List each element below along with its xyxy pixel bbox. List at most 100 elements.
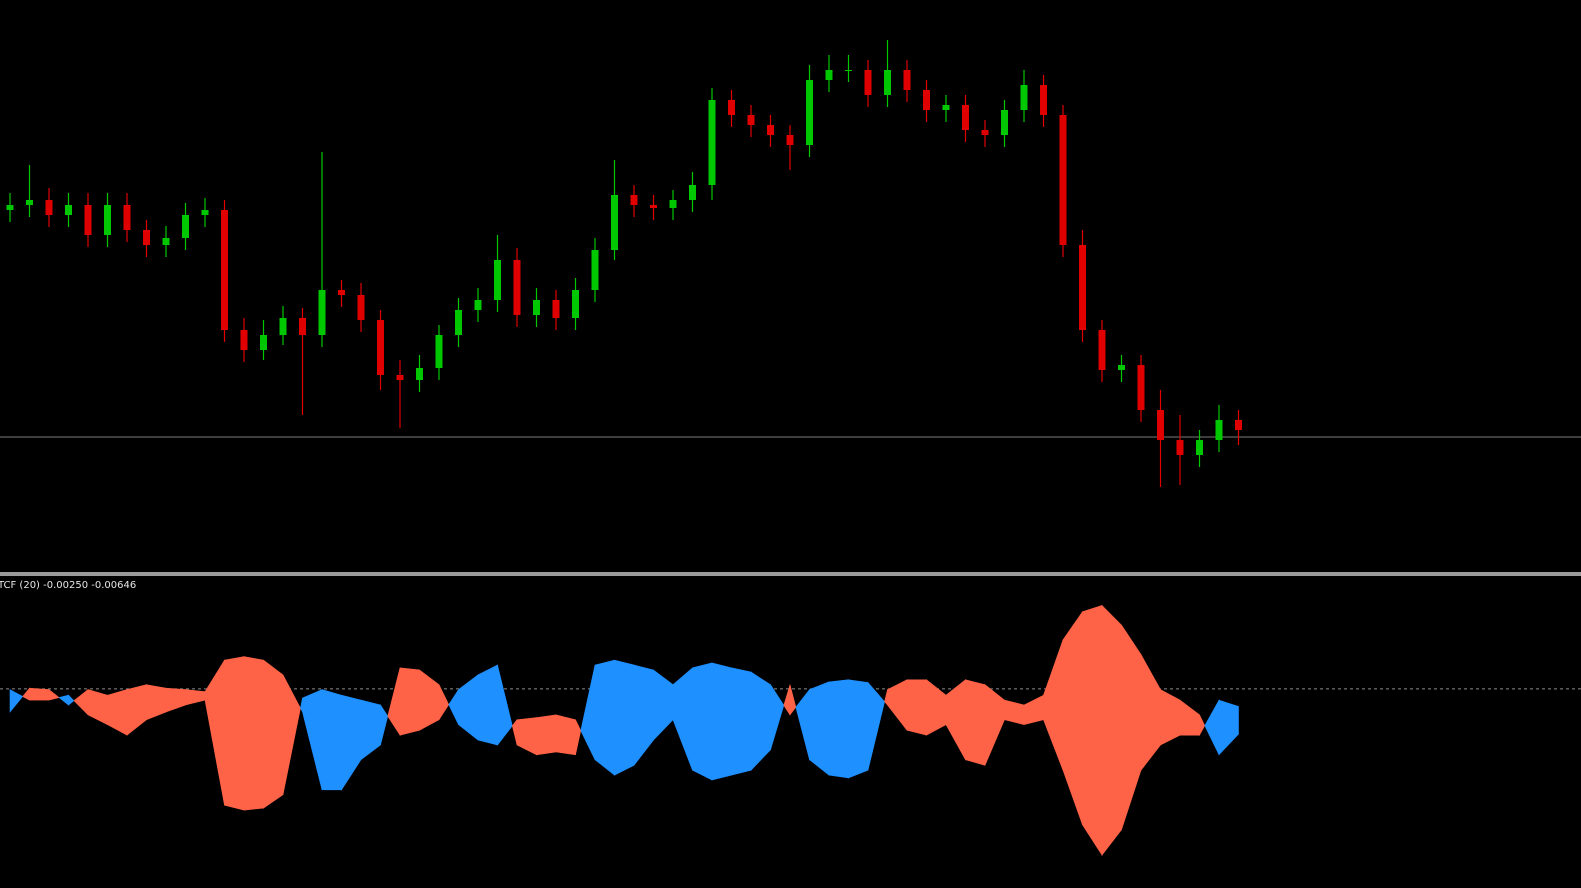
candle-body [143,230,150,245]
band-segment [243,656,264,811]
candle-body [182,215,189,238]
candle-body [26,200,33,205]
candle-body [377,320,384,375]
candle-body [1098,330,1106,370]
band-segment [906,679,927,736]
band-segment [380,703,389,746]
candle-body [845,70,852,71]
candle-body [903,70,911,90]
band-segment [770,683,785,750]
candle-body [104,205,111,235]
candle-body [1235,420,1242,430]
candle-body [669,200,677,208]
candle-body [1059,115,1067,245]
band-segment [536,714,557,756]
candle-body [650,205,657,208]
band-segment [594,659,615,776]
band-segment [321,689,342,791]
band-segment [692,662,713,781]
candle-body [1040,85,1047,115]
candle-body [747,115,755,125]
candle-body [338,290,345,295]
candle-body [240,330,248,350]
band-segment [399,667,420,736]
candle-body [65,205,72,215]
band-segment [477,664,498,746]
band-segment [1082,605,1103,857]
candle-body [533,300,540,315]
candle-body [591,250,599,290]
candle-body [884,70,891,95]
band-segment [68,694,75,706]
candle-body [962,105,969,130]
band-segment [497,664,513,746]
candle-body [435,335,443,368]
candle-body [1157,410,1164,440]
band-segment [282,674,301,795]
candle-body [279,318,287,335]
band-segment [614,659,635,776]
candle-body [552,300,560,318]
band-segment [848,679,869,779]
candle-body [572,290,579,318]
band-segment [809,681,830,776]
candle-body [611,195,618,250]
candle-body [1176,440,1184,455]
candle-body [806,80,813,145]
candle-body [708,100,716,185]
band-segment [731,667,752,776]
candle-body [318,290,326,335]
candle-body [396,375,404,380]
candle-body [45,200,53,215]
candle-body [260,335,267,350]
candle-body [6,205,14,210]
candle-body [630,195,638,205]
band-segment [1199,714,1206,737]
candle-body [494,260,501,300]
candle-body [689,185,696,200]
candle-body [786,135,794,145]
candle-body [84,205,92,235]
band-segment [965,679,986,766]
pane-separator [0,572,1581,576]
candle-body [767,125,774,135]
band-segment [224,656,245,811]
candle-body [416,368,423,380]
band-segment [29,687,50,701]
candle-body [162,238,170,245]
candle-body [1118,365,1125,370]
band-segment [867,681,885,771]
candle-body [864,70,872,95]
candle-body [123,205,131,230]
band-segment [711,662,732,781]
band-segment [438,684,450,721]
candle-body [1020,85,1028,110]
candle-body [357,295,365,320]
band-segment [789,684,797,716]
band-segment [263,659,284,809]
candle-body [1137,365,1145,410]
band-segment [575,719,582,755]
candle-body [923,90,930,110]
candle-body [1215,420,1223,440]
candle-body [825,70,833,80]
band-segment [1218,699,1239,756]
band-segment [9,689,24,713]
candle-body [455,310,462,335]
candle-body [201,210,209,215]
candle-body [474,300,482,310]
band-segment [555,714,576,756]
candle-body [1001,110,1008,135]
candle-body [221,210,228,330]
band-segment [48,688,60,701]
candle-body [728,100,735,115]
candle-body [1079,245,1086,330]
candle-body [299,318,306,335]
band-segment [828,679,849,779]
price-pane [0,40,1581,487]
candle-body [942,105,950,110]
candle-body [513,260,521,315]
indicator-pane [0,604,1581,857]
